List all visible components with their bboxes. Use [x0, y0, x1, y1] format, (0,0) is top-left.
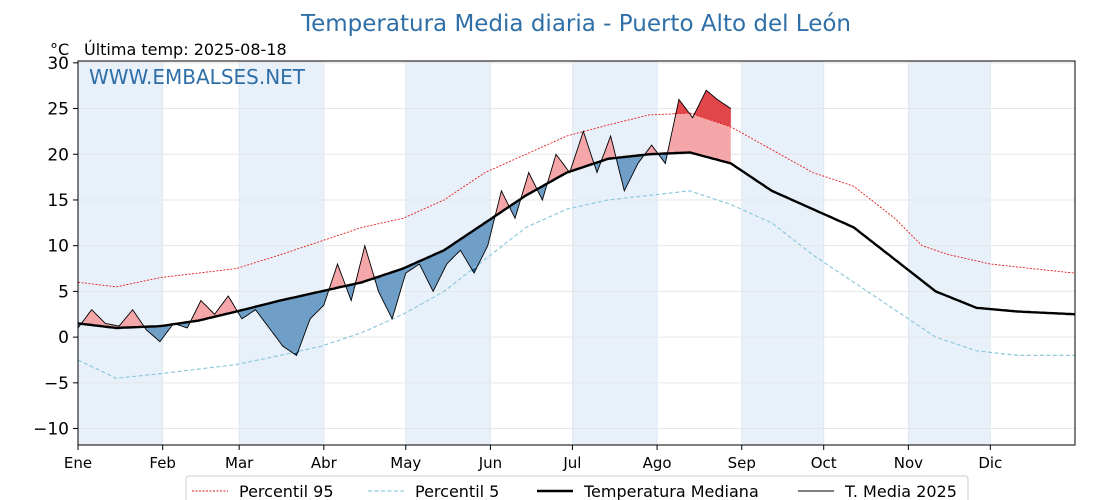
x-tick-label: Ago — [643, 454, 672, 472]
y-tick-label: 10 — [47, 237, 69, 257]
x-tick-label: Mar — [225, 454, 254, 472]
series-line-2025 — [77, 89, 732, 357]
month-band — [239, 61, 324, 445]
x-tick-label: Jul — [562, 454, 581, 472]
unit-label: °C — [50, 40, 69, 59]
series-lines — [77, 89, 1076, 379]
y-tick-label: 25 — [47, 100, 69, 120]
y-tick-label: 30 — [47, 54, 69, 74]
y-axis: −10 −5 0 5 10 15 20 25 30 — [33, 54, 78, 440]
month-band — [741, 61, 824, 445]
plot-frame — [77, 60, 1076, 446]
legend-label-p95: Percentil 95 — [239, 482, 334, 500]
y-tick-label: −10 — [33, 420, 69, 440]
x-tick-label: Nov — [894, 454, 923, 472]
y-tick-label: 15 — [47, 191, 69, 211]
x-axis: Ene Feb Mar Abr May Jun Jul Ago Sep Oct Nov Dic — [64, 445, 1002, 472]
y-tick-label: −5 — [44, 374, 69, 394]
y-tick-label: 5 — [58, 282, 69, 302]
x-tick-label: Abr — [311, 454, 338, 472]
series-line-p5 — [77, 190, 1075, 379]
y-tick-label: 20 — [47, 145, 69, 165]
month-band — [572, 61, 658, 445]
month-band — [78, 61, 163, 445]
legend-label-median: Temperatura Mediana — [583, 482, 759, 500]
x-tick-label: Oct — [811, 454, 837, 472]
x-tick-label: Sep — [728, 454, 756, 472]
watermark: WWW.EMBALSES.NET — [89, 65, 306, 89]
chart-title: Temperatura Media diaria - Puerto Alto d… — [300, 11, 851, 37]
x-tick-label: May — [390, 454, 421, 472]
legend-label-year: T. Media 2025 — [844, 482, 957, 500]
x-tick-label: Jun — [478, 454, 502, 472]
series-line-p95 — [77, 112, 1076, 288]
series-line-median — [77, 151, 1076, 330]
x-tick-label: Ene — [64, 454, 92, 472]
legend-label-p5: Percentil 5 — [415, 482, 499, 500]
month-band — [908, 61, 991, 445]
x-tick-label: Feb — [149, 454, 176, 472]
x-tick-label: Dic — [978, 454, 1002, 472]
legend-box — [185, 475, 969, 500]
legend: Percentil 95 Percentil 5 Temperatura Media… — [185, 475, 969, 500]
last-temp-label: Última temp: 2025-08-18 — [84, 40, 287, 59]
month-bands — [78, 61, 991, 445]
y-tick-label: 0 — [58, 328, 69, 348]
